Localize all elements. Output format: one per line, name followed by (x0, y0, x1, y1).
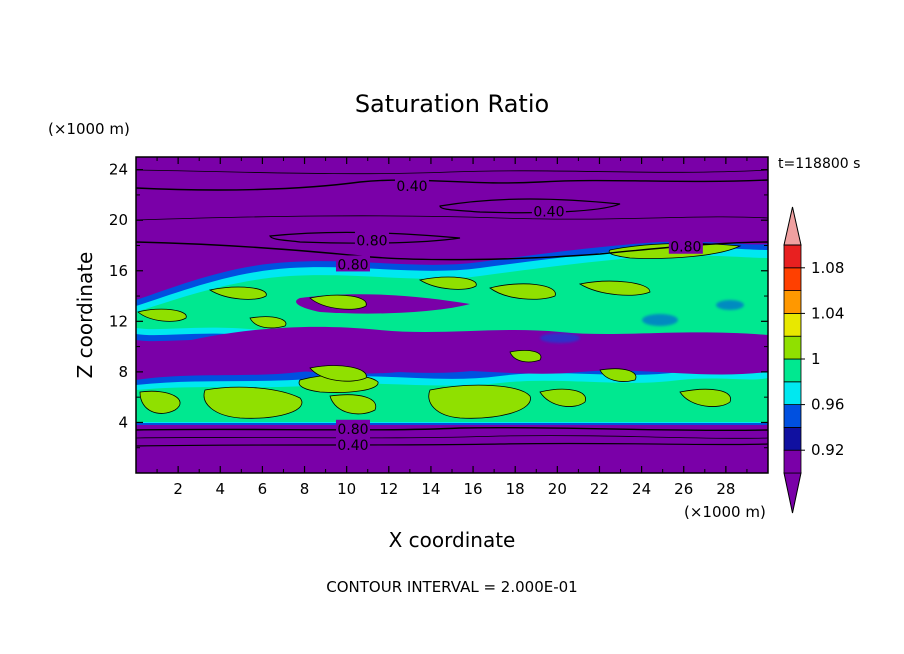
blue-fringes (540, 300, 744, 343)
colorbar-tick-label: 1 (811, 350, 821, 368)
y-axis-label: Z coordinate (73, 252, 97, 379)
contour-interval-footer: CONTOUR INTERVAL = 2.000E-01 (326, 578, 577, 596)
x-tick-label: 18 (506, 480, 525, 498)
contour-label-backdrop (335, 436, 370, 453)
upper-band-green (136, 255, 768, 343)
contour-label-backdrop (668, 237, 703, 254)
colorbar-segment (783, 267, 802, 291)
y-tick-label: 12 (109, 312, 128, 330)
x-axis-label: X coordinate (389, 528, 516, 552)
x-tick-label: 8 (300, 480, 310, 498)
colorbar-segment (783, 244, 802, 269)
contour-label-backdrop (394, 177, 429, 194)
contour-label-backdrop (335, 255, 370, 272)
x-tick-label: 20 (548, 480, 567, 498)
chart-title: Saturation Ratio (355, 90, 549, 118)
x-tick-label: 16 (464, 480, 483, 498)
contour-label-backdrop (531, 202, 566, 219)
colorbar-segment (783, 404, 802, 428)
x-tick-label: 2 (173, 480, 183, 498)
colorbar-segment (783, 449, 802, 474)
y-tick-label: 16 (109, 262, 128, 280)
colorbar-segment (783, 312, 802, 337)
colorbar-tick-label: 1.08 (811, 259, 844, 277)
x-axis: 2 4 6 8 10 12 14 16 18 20 22 24 26 28 (156, 157, 748, 498)
colorbar-tick-label: 0.96 (811, 396, 844, 414)
colorbar-tick-label: 0.92 (811, 441, 844, 459)
contour-label: 0.80 (356, 233, 387, 249)
mid-dry-region (169, 326, 768, 375)
colorbar-segment (783, 426, 802, 451)
contour-label: 0.80 (670, 240, 701, 256)
colorbar-tick-label: 1.04 (811, 304, 844, 322)
contour-label-backdrop (335, 419, 370, 436)
x-tick-label: 12 (379, 480, 398, 498)
colorbar-segment (783, 290, 802, 314)
y-tick-label: 4 (118, 413, 128, 431)
contour-label: 0.40 (533, 204, 564, 220)
y-tick-label: 8 (118, 363, 128, 381)
lower-supersat-patches (139, 374, 731, 419)
heatmap-field: 0.400.400.800.800.800.800.40 (136, 157, 768, 473)
time-label: t=118800 s (778, 156, 860, 172)
x-tick-label: 24 (632, 480, 651, 498)
colorbar-lower-extend (783, 472, 802, 514)
x-tick-label: 22 (590, 480, 609, 498)
contour-label-backdrop (354, 231, 389, 248)
x-tick-label: 10 (337, 480, 356, 498)
y-unit-label: (×1000 m) (48, 120, 130, 138)
x-tick-label: 4 (215, 480, 225, 498)
x-tick-label: 6 (258, 480, 268, 498)
x-unit-label: (×1000 m) (684, 503, 766, 521)
y-tick-label: 24 (109, 161, 128, 179)
contour-label: 0.80 (337, 422, 368, 438)
colorbar: 0.92 0.96 1 1.04 1.08 (783, 206, 844, 514)
x-tick-label: 28 (716, 480, 735, 498)
y-tick-label: 20 (109, 211, 128, 229)
contour-label: 0.80 (337, 257, 368, 273)
contour-label: 0.40 (337, 438, 368, 454)
x-tick-label: 26 (674, 480, 693, 498)
colorbar-upper-extend (783, 206, 802, 246)
y-axis: 4 8 12 16 20 24 (109, 161, 768, 449)
colorbar-segment (783, 335, 802, 360)
contour-labels: 0.400.400.800.800.800.800.40 (335, 177, 703, 454)
contour-label: 0.40 (396, 179, 427, 195)
x-tick-label: 14 (421, 480, 440, 498)
colorbar-segment (783, 381, 802, 405)
colorbar-segment (783, 358, 802, 383)
